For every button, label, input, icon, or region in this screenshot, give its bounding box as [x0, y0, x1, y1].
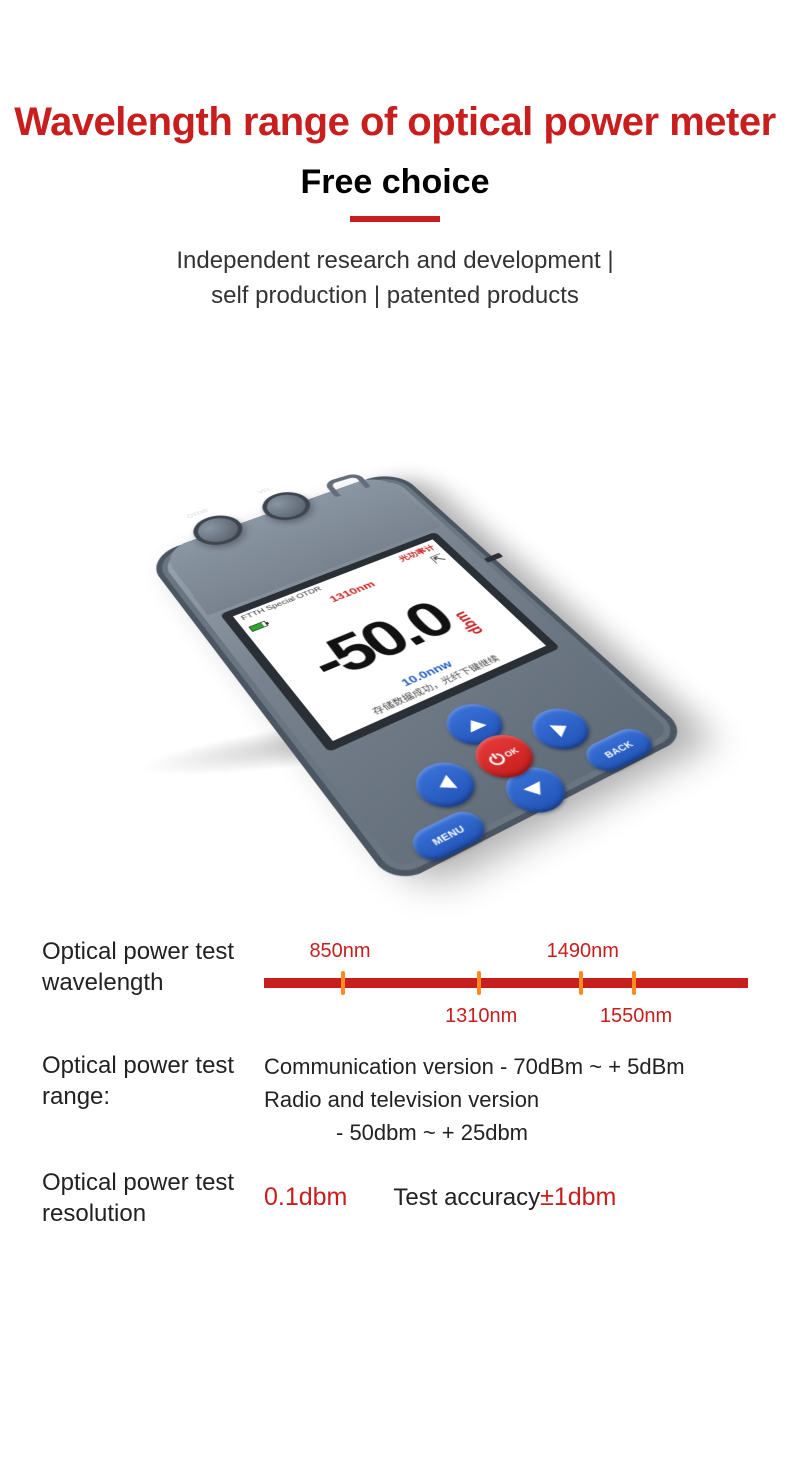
- wavelength-tick: [341, 971, 345, 995]
- resolution-value: 0.1dbm: [264, 1183, 347, 1212]
- back-button[interactable]: BACK: [578, 723, 660, 776]
- specs-section: Optical power test wavelength 850nm 1310n…: [0, 936, 790, 1229]
- screen-sub-value: 10.0nnw: [313, 624, 533, 726]
- tagline: Independent research and development | s…: [0, 244, 790, 314]
- wavelength-tick-label: 850nm: [309, 940, 370, 963]
- tagline-line-2: self production | patented products: [0, 279, 790, 314]
- wavelength-tick-label: 1550nm: [600, 1005, 672, 1028]
- wavelength-tick: [579, 971, 583, 995]
- wavelength-axis-line: [264, 978, 748, 988]
- nav-down-button[interactable]: [494, 759, 577, 821]
- wavelength-diagram: 850nm 1310nm 1490nm 1550nm: [264, 936, 748, 1032]
- main-title: Wavelength range of optical power meter: [0, 100, 790, 145]
- menu-button[interactable]: MENU: [405, 805, 494, 866]
- spec-range-row: Optical power test range: Communication …: [42, 1050, 748, 1149]
- port-label-vfl: VFL: [256, 486, 273, 495]
- subtitle: Free choice: [0, 163, 790, 202]
- wavelength-tick-label: 1490nm: [547, 940, 619, 963]
- spec-wavelength-row: Optical power test wavelength 850nm 1310n…: [42, 936, 748, 1032]
- accuracy-value: ±1dbm: [540, 1183, 616, 1211]
- range-rtv-a: Radio and television version: [264, 1083, 748, 1116]
- accuracy-label: Test accuracy: [393, 1184, 540, 1211]
- ok-power-button[interactable]: ⏻OK: [464, 727, 545, 786]
- tagline-line-1: Independent research and development |: [0, 244, 790, 279]
- range-comm: Communication version - 70dBm ~ + 5dBm: [264, 1050, 748, 1083]
- wavelength-tick-label: 1310nm: [445, 1005, 517, 1028]
- spec-range-label: Optical power test range:: [42, 1050, 264, 1112]
- wavelength-tick: [632, 971, 636, 995]
- spec-resolution-label: Optical power test resolution: [42, 1167, 264, 1229]
- screen-footer: 存储数据成功，光纤下键继续: [321, 633, 546, 741]
- range-rtv-b: - 50dbm ~ + 25dbm: [264, 1116, 748, 1149]
- device-illustration: OTDR VFL FTTH Special OTDR 光功率计 1310nm ⇱…: [0, 334, 790, 944]
- nav-left-button[interactable]: [405, 754, 487, 816]
- wavelength-tick: [477, 971, 481, 995]
- nav-right-button[interactable]: [521, 701, 600, 757]
- spec-resolution-row: Optical power test resolution 0.1dbm Tes…: [42, 1167, 748, 1229]
- nav-up-button[interactable]: [436, 696, 514, 752]
- title-underline: [350, 216, 440, 222]
- usb-port: [484, 552, 503, 562]
- spec-wavelength-label: Optical power test wavelength: [42, 936, 264, 998]
